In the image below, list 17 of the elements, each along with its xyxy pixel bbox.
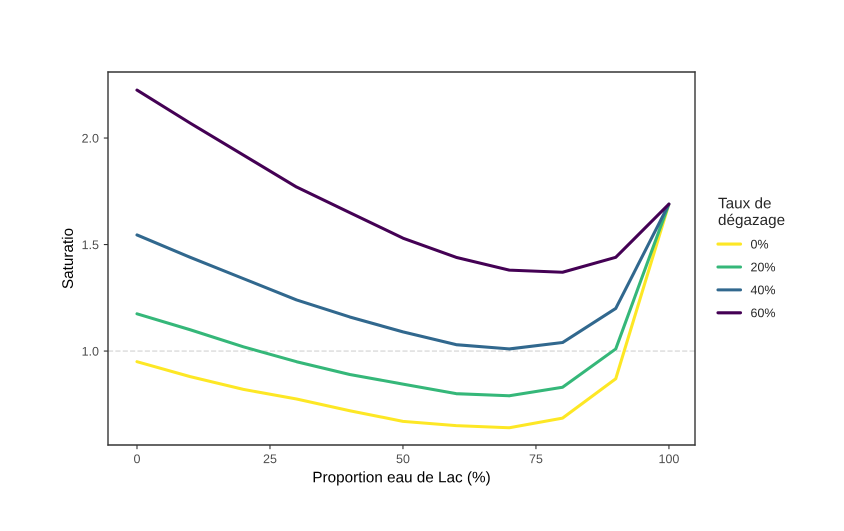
line-series <box>135 202 670 350</box>
y-axis-title: Saturatio <box>62 228 74 288</box>
legend-label: 0% <box>750 240 768 249</box>
legend-label: 40% <box>750 286 776 294</box>
legend-label: 60% <box>751 308 776 318</box>
y-tick-label: 1.0 <box>82 346 98 356</box>
x-tick-label: 75 <box>530 454 542 464</box>
line-series <box>135 88 670 274</box>
y-tick-label: 2.0 <box>82 134 98 143</box>
legend-title: Taux de dégazage <box>718 197 784 228</box>
legend-label: 20% <box>751 262 776 272</box>
x-tick-label: 50 <box>396 454 410 464</box>
x-tick-label: 0 <box>134 454 140 464</box>
y-tick-label: 1.5 <box>82 240 98 250</box>
x-axis-title: Proportion eau de Lac (%) <box>314 471 490 486</box>
x-tick-label: 25 <box>264 454 276 464</box>
x-tick-label: 100 <box>659 454 679 464</box>
